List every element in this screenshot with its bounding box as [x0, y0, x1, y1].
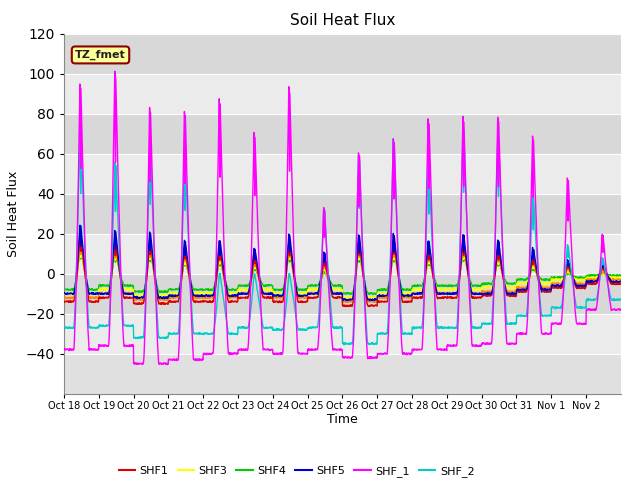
SHF3 [236, 287, 244, 292]
SHF_2 [511, 320, 518, 326]
Bar [64, 34, 621, 73]
SHF_2 [116, 255, 124, 261]
Bar [64, 114, 621, 154]
SHF2 [76, 238, 84, 244]
SHF1 [236, 295, 244, 301]
SHF_1 [542, 331, 550, 336]
SHF1 [76, 232, 84, 238]
SHF1 [609, 280, 617, 286]
SHF3 [609, 275, 617, 280]
Line: SHF5: SHF5 [64, 225, 621, 300]
SHF_1 [511, 341, 518, 347]
SHF3 [511, 285, 518, 290]
SHF1 [542, 289, 550, 295]
SHF5 [76, 222, 84, 228]
SHF2 [236, 291, 244, 297]
SHF3 [116, 270, 124, 276]
Line: SHF_2: SHF_2 [64, 127, 621, 345]
Y-axis label: Soil Heat Flux: Soil Heat Flux [7, 170, 20, 257]
SHF2 [609, 276, 617, 282]
SHF_1 [60, 346, 68, 352]
SHF_2 [340, 342, 348, 348]
SHF4 [542, 277, 550, 283]
SHF5 [116, 267, 124, 273]
SHF4 [60, 288, 68, 293]
SHF3 [617, 275, 625, 280]
SHF3 [76, 241, 84, 247]
SHF_2 [459, 124, 467, 130]
SHF_1 [236, 347, 244, 352]
Line: SHF1: SHF1 [64, 235, 621, 307]
SHF4 [609, 272, 617, 277]
SHF4 [116, 270, 124, 276]
SHF3 [372, 295, 380, 301]
SHF4 [617, 273, 625, 278]
SHF_1 [376, 350, 384, 356]
SHF1 [116, 272, 124, 278]
SHF2 [542, 285, 550, 291]
SHF1 [617, 281, 625, 287]
SHF2 [60, 295, 68, 301]
SHF5 [60, 290, 68, 296]
SHF3 [60, 291, 68, 297]
Bar [64, 73, 621, 114]
SHF2 [617, 276, 625, 282]
SHF_1 [111, 68, 118, 74]
SHF_2 [60, 324, 68, 330]
SHF_2 [542, 313, 550, 319]
SHF5 [617, 278, 625, 284]
SHF4 [339, 291, 346, 297]
Bar [64, 313, 621, 354]
Bar [64, 193, 621, 234]
SHF5 [236, 291, 244, 297]
SHF_1 [116, 239, 124, 245]
SHF5 [609, 279, 617, 285]
Bar [64, 234, 621, 274]
SHF4 [236, 282, 244, 288]
SHF_2 [236, 324, 244, 330]
SHF5 [542, 287, 550, 292]
SHF4 [376, 287, 384, 293]
Bar [64, 274, 621, 313]
Line: SHF2: SHF2 [64, 241, 621, 302]
Bar [64, 154, 621, 193]
SHF_2 [617, 296, 625, 302]
SHF_1 [609, 307, 617, 312]
SHF3 [376, 291, 384, 297]
Line: SHF3: SHF3 [64, 244, 621, 298]
Legend: SHF1, SHF2, SHF3, SHF4, SHF5, SHF_1, SHF_2: SHF1, SHF2, SHF3, SHF4, SHF5, SHF_1, SHF… [114, 462, 479, 480]
SHF2 [373, 300, 381, 305]
SHF4 [511, 280, 518, 286]
SHF2 [511, 289, 518, 295]
SHF4 [76, 245, 84, 251]
SHF1 [60, 299, 68, 305]
SHF1 [376, 299, 384, 304]
SHF5 [511, 291, 518, 297]
SHF5 [342, 298, 350, 303]
SHF1 [341, 304, 349, 310]
Line: SHF_1: SHF_1 [64, 71, 621, 365]
SHF_2 [376, 330, 384, 336]
SHF3 [542, 281, 550, 287]
SHF_2 [609, 296, 617, 302]
SHF_1 [617, 307, 625, 312]
SHF2 [116, 271, 124, 276]
SHF_1 [163, 362, 171, 368]
Title: Soil Heat Flux: Soil Heat Flux [290, 13, 395, 28]
Text: TZ_fmet: TZ_fmet [75, 50, 126, 60]
SHF2 [376, 295, 384, 301]
X-axis label: Time: Time [327, 413, 358, 426]
Line: SHF4: SHF4 [64, 248, 621, 294]
SHF5 [376, 293, 384, 299]
SHF1 [511, 293, 518, 299]
